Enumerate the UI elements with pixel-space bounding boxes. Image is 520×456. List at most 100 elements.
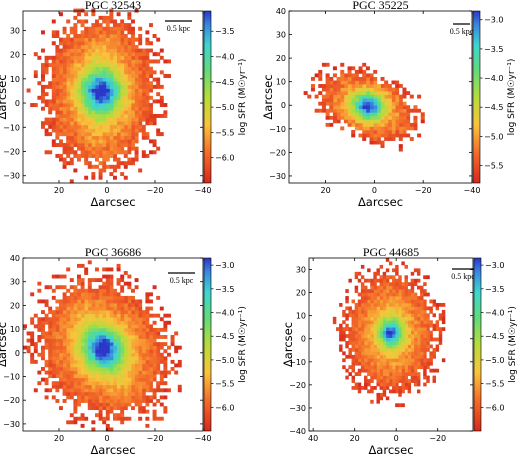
x-tick-label: 20 xyxy=(321,186,331,195)
x-tick-label: −40 xyxy=(464,186,481,195)
colorbar-tick-label: −5.0 xyxy=(215,103,234,112)
y-tick-label: 30 xyxy=(10,278,20,287)
colorbar-tick-label: −5.5 xyxy=(485,380,504,389)
y-tick-label: −20 xyxy=(269,148,286,157)
panel-title: PGC 32543 xyxy=(85,0,141,12)
colorbar-tick-label: −4.5 xyxy=(484,103,503,112)
colorbar-tick-label: −3.0 xyxy=(485,261,504,270)
colorbar-tick-label: −4.5 xyxy=(485,332,504,341)
colorbar xyxy=(473,257,482,432)
scale-bar-label: 0.5 kpc xyxy=(450,27,474,36)
y-tick-label: −20 xyxy=(289,381,306,390)
plot-frame xyxy=(22,10,204,184)
y-tick-label: −10 xyxy=(3,372,20,381)
x-tick-label: 40 xyxy=(308,434,318,443)
plot-frame xyxy=(288,10,473,184)
colorbar-tick-label: −3.5 xyxy=(484,45,503,54)
x-tick-label: −40 xyxy=(195,434,212,443)
y-tick-label: 20 xyxy=(10,51,20,60)
panel-4: PGC 44685 40 20 0 −20 −40 −30 −20 −10 0 10 20 30 Δarc… xyxy=(281,245,518,456)
plot-frame xyxy=(308,257,474,432)
y-axis-label: Δarcsec xyxy=(0,74,9,119)
x-tick-label: −20 xyxy=(147,434,164,443)
colorbar-tick-label: −6.0 xyxy=(485,403,504,412)
scale-bar-label: 0.5 kpc xyxy=(170,276,194,285)
y-tick-label: 10 xyxy=(10,325,20,334)
colorbar-tick-label: −6.0 xyxy=(215,403,234,412)
y-tick-label: 40 xyxy=(10,254,20,263)
colorbar-tick-label: −4.0 xyxy=(484,74,503,83)
panel-3: PGC 36686 20 0 −20 −40 −30 −20 −10 0 10 20 30 40 Δarc… xyxy=(0,245,248,456)
y-tick-label: −30 xyxy=(3,172,20,181)
y-tick-label: −30 xyxy=(269,172,286,181)
y-tick-label: 10 xyxy=(296,312,306,321)
x-tick-label: 20 xyxy=(54,434,64,443)
sfr-map xyxy=(26,8,171,184)
panel-2: PGC 35225 20 0 −20 −40 −30 −20 −10 0 10 20 30 40 Δarc… xyxy=(261,0,517,209)
sfr-map xyxy=(332,258,446,408)
colorbar-tick-label: −5.5 xyxy=(215,380,234,389)
y-tick-label: −20 xyxy=(3,396,20,405)
y-tick-label: −10 xyxy=(3,123,20,132)
panel-title: PGC 36686 xyxy=(85,245,141,259)
colorbar-tick-label: −3.5 xyxy=(215,27,234,36)
colorbar-tick-label: −5.0 xyxy=(485,356,504,365)
y-tick-label: 30 xyxy=(276,31,286,40)
y-tick-label: 40 xyxy=(276,7,286,16)
x-tick-label: 0 xyxy=(104,434,109,443)
y-tick-label: 0 xyxy=(15,349,20,358)
colorbar-tick-label: −3.0 xyxy=(215,261,234,270)
scale-bar-label: 0.5 kpc xyxy=(167,24,191,33)
sfr-map xyxy=(23,260,182,432)
y-axis-label: Δarcsec xyxy=(261,74,275,119)
colorbar-tick-label: −3.5 xyxy=(215,285,234,294)
colorbar-tick-label: −5.5 xyxy=(215,128,234,137)
y-tick-label: −20 xyxy=(3,148,20,157)
colorbar-tick-label: −3.0 xyxy=(484,16,503,25)
y-tick-label: 20 xyxy=(296,289,306,298)
x-tick-label: 0 xyxy=(372,186,377,195)
colorbar-tick-label: −4.0 xyxy=(485,309,504,318)
y-tick-label: −30 xyxy=(289,404,306,413)
y-tick-label: −10 xyxy=(289,358,306,367)
colorbar-tick-label: −4.5 xyxy=(215,332,234,341)
colorbar-tick-label: −5.5 xyxy=(484,162,503,171)
colorbar-tick-label: −6.0 xyxy=(215,154,234,163)
colorbar xyxy=(472,10,481,184)
scale-bar-label: 0.5 kpc xyxy=(451,272,475,281)
colorbar xyxy=(203,10,212,184)
colorbar-tick-label: −3.5 xyxy=(485,285,504,294)
x-tick-label: 20 xyxy=(350,434,360,443)
y-tick-label: 20 xyxy=(10,301,20,310)
colorbar-label: log SFR (M☉yr⁻¹) xyxy=(238,59,248,136)
colorbar-tick-label: −4.0 xyxy=(215,53,234,62)
x-tick-label: 20 xyxy=(54,186,64,195)
colorbar-tick-label: −4.0 xyxy=(215,309,234,318)
x-tick-label: −20 xyxy=(147,186,164,195)
colorbar xyxy=(203,257,212,432)
panel-1: PGC 32543 20 0 −20 −40 −30 −20 −10 0 10 20 30 Δarcse… xyxy=(0,0,248,209)
x-tick-label: −40 xyxy=(195,186,212,195)
y-tick-label: −30 xyxy=(3,420,20,429)
y-tick-label: 30 xyxy=(10,26,20,35)
y-tick-label: 10 xyxy=(10,75,20,84)
colorbar-label: log SFR (M☉yr⁻¹) xyxy=(508,306,518,383)
plot-frame xyxy=(22,257,204,432)
panel-title: PGC 35225 xyxy=(352,0,408,12)
y-tick-label: 0 xyxy=(281,101,286,110)
x-axis-label: Δarcsec xyxy=(358,195,403,209)
y-tick-label: 0 xyxy=(15,99,20,108)
x-axis-label: Δarcsec xyxy=(368,443,413,456)
panel-title: PGC 44685 xyxy=(363,245,419,259)
y-tick-label: −40 xyxy=(289,427,306,436)
sfr-map xyxy=(303,62,425,152)
x-tick-label: −20 xyxy=(415,186,432,195)
x-tick-label: −20 xyxy=(429,434,446,443)
y-tick-label: 20 xyxy=(276,54,286,63)
colorbar-tick-label: −5.0 xyxy=(484,132,503,141)
y-axis-label: Δarcsec xyxy=(0,322,9,367)
colorbar-tick-label: −4.5 xyxy=(215,78,234,87)
x-tick-label: 0 xyxy=(394,434,399,443)
y-tick-label: −10 xyxy=(269,125,286,134)
